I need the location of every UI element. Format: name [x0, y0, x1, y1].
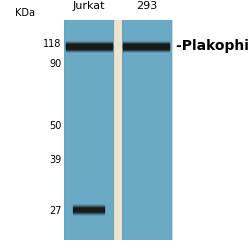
Bar — [64, 20, 114, 240]
Text: Jurkat: Jurkat — [72, 1, 105, 11]
Bar — [121, 20, 123, 240]
Text: 293: 293 — [136, 1, 157, 11]
Bar — [114, 20, 121, 240]
Bar — [112, 20, 114, 240]
Text: 118: 118 — [43, 39, 61, 49]
Text: -Plakophilin 2: -Plakophilin 2 — [175, 39, 250, 53]
Text: 50: 50 — [49, 121, 61, 131]
Text: 27: 27 — [49, 206, 61, 216]
Text: 90: 90 — [49, 59, 61, 69]
Text: KDa: KDa — [15, 8, 35, 18]
Bar — [170, 20, 172, 240]
Text: 39: 39 — [49, 155, 61, 165]
Bar — [64, 20, 66, 240]
Bar — [121, 20, 171, 240]
